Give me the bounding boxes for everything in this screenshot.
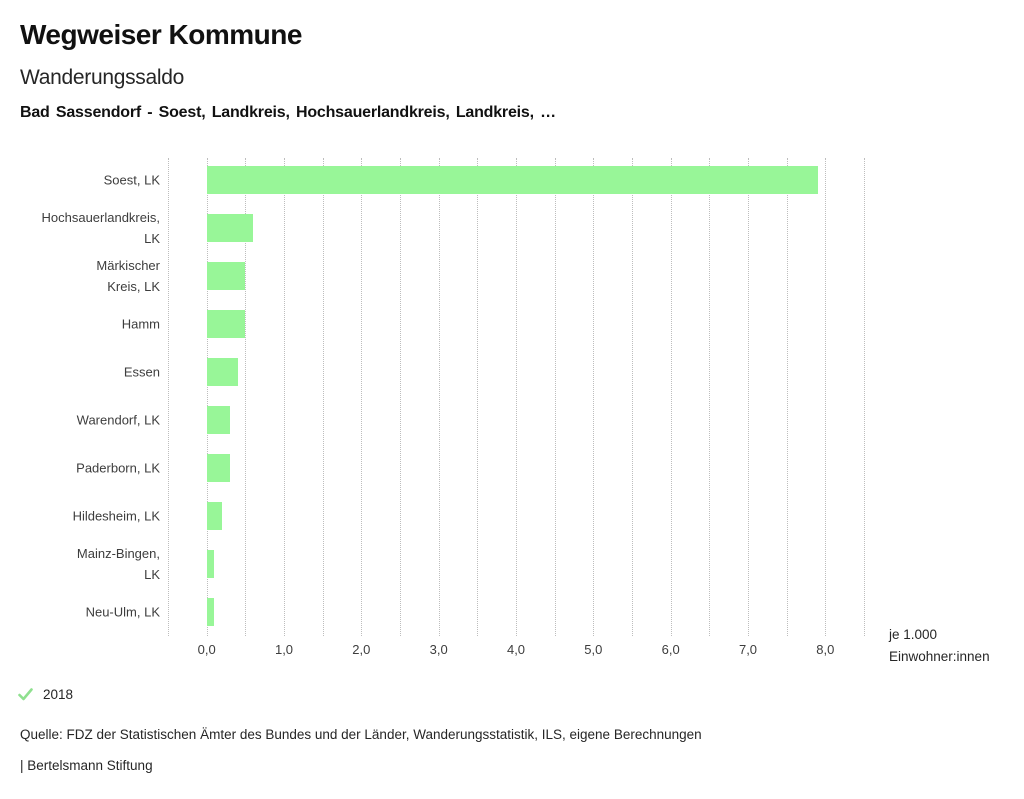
x-tick-label: 1,0	[274, 642, 294, 657]
gridline	[786, 158, 788, 636]
x-tick-label: 3,0	[429, 642, 448, 657]
bar-paderborn[interactable]	[206, 454, 230, 482]
y-axis-label: Hamm	[121, 316, 160, 332]
gridline	[322, 158, 324, 636]
gridline	[438, 158, 440, 636]
chart-subtitle: Bad Sassendorf - Soest, Landkreis, Hochs…	[20, 104, 556, 121]
source-text: Quelle: FDZ der Statistischen Ämter des …	[20, 727, 702, 742]
bar-row	[168, 300, 864, 348]
gridline	[245, 158, 247, 636]
y-axis-labels: Soest, LK Hochsauerlandkreis, LK Märkische…	[0, 156, 160, 636]
gridline	[864, 158, 865, 636]
gridline	[516, 158, 517, 636]
x-tick-label: 5,0	[584, 642, 603, 657]
bar-warendorf[interactable]	[206, 406, 230, 434]
gridline	[632, 158, 633, 636]
bar-hamm[interactable]	[206, 310, 246, 338]
bar-row	[168, 348, 864, 396]
y-axis-label: Hochsauerlandkreis, LK	[41, 210, 160, 246]
y-axis-label: Warendorf, LK	[76, 412, 160, 428]
y-axis-label: Paderborn, LK	[76, 460, 160, 476]
bar-row	[168, 252, 864, 300]
gridline	[477, 158, 479, 636]
x-tick-label: 6,0	[661, 642, 680, 657]
legend-label: 2018	[43, 687, 74, 702]
check-icon	[18, 688, 33, 701]
x-tick-label: 4,0	[506, 642, 526, 657]
y-axis-label: Märkischer Kreis, LK	[96, 258, 160, 294]
y-axis-label: Hildesheim, LK	[72, 508, 160, 524]
bar-hochsauerlandkreis[interactable]	[206, 214, 254, 242]
gridline	[554, 158, 556, 636]
bar-row	[168, 492, 864, 540]
y-axis-label: Soest, LK	[103, 172, 160, 188]
bar-row	[168, 396, 864, 444]
gridline	[709, 158, 711, 636]
bar-row	[168, 540, 864, 588]
bar-neu-ulm[interactable]	[206, 598, 215, 626]
gridline	[670, 158, 672, 636]
x-axis-unit-label: je 1.000 Einwohner:innen	[889, 627, 990, 664]
bar-row	[168, 204, 864, 252]
bar-row	[168, 444, 864, 492]
bar-soest[interactable]	[206, 166, 818, 194]
gridline	[361, 158, 363, 636]
x-tick-label: 7,0	[738, 642, 758, 657]
y-axis-label: Essen	[123, 364, 160, 380]
x-tick-label: 0,0	[197, 642, 216, 657]
x-tick-label: 2,0	[352, 642, 371, 657]
bar-essen[interactable]	[206, 358, 238, 386]
gridline	[168, 158, 169, 636]
y-axis-label: Neu-Ulm, LK	[85, 604, 160, 620]
x-tick-label: 8,0	[816, 642, 835, 657]
gridline	[748, 158, 749, 636]
bar-row	[168, 588, 864, 636]
plot-area	[168, 156, 865, 636]
x-axis-ticks: 0,0 1,0 2,0 3,0 4,0 5,0 6,0 7,0 8,0	[168, 642, 864, 660]
chart-title: Wanderungssaldo	[20, 66, 184, 89]
bar-märkischer-kreis[interactable]	[206, 262, 246, 290]
gridline	[206, 158, 208, 636]
gridline	[593, 158, 595, 636]
bar-row	[168, 156, 864, 204]
gridline	[825, 158, 827, 636]
bar-hildesheim[interactable]	[206, 502, 223, 530]
gridline	[284, 158, 285, 636]
y-axis-label: Mainz-Bingen, LK	[76, 546, 160, 582]
attribution-text: | Bertelsmann Stiftung	[20, 758, 153, 773]
bar-mainz-bingen[interactable]	[206, 550, 215, 578]
app-title: Wegweiser Kommune	[20, 19, 302, 50]
legend-item-2018[interactable]: 2018	[18, 687, 73, 702]
gridline	[400, 158, 401, 636]
